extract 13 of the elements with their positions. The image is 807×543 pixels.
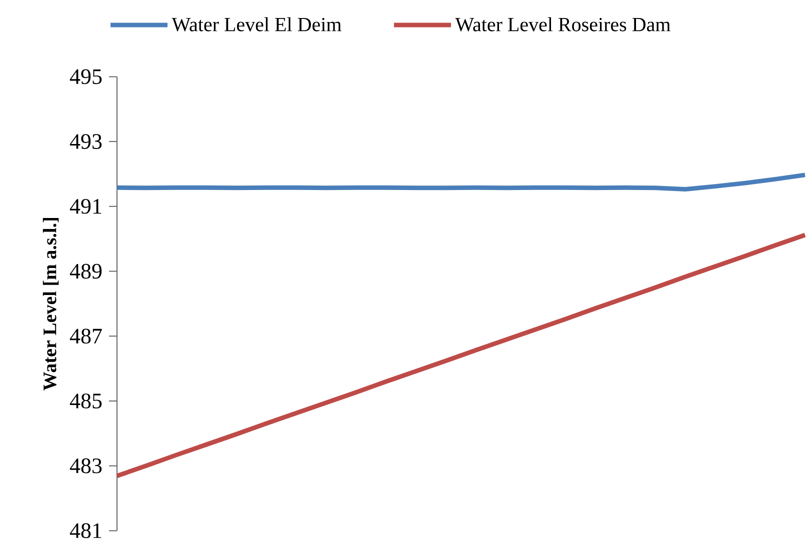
line-series <box>114 172 807 192</box>
y-tick-label: 489 <box>70 264 102 279</box>
y-tick-label: 485 <box>70 394 102 408</box>
y-tick-label: 493 <box>70 134 102 149</box>
y-tick-label: 495 <box>70 69 102 84</box>
y-tick-label: 483 <box>70 458 102 474</box>
legend-label: Water Level El Deim <box>172 17 342 32</box>
line-series <box>114 232 807 478</box>
y-axis-title: Water Level [m a.s.l.] <box>42 218 59 390</box>
y-tick-label: 487 <box>70 328 102 344</box>
legend-label: Water Level Roseires Dam <box>455 17 670 32</box>
y-tick-label: 481 <box>70 523 102 538</box>
y-tick-label: 491 <box>70 199 102 214</box>
